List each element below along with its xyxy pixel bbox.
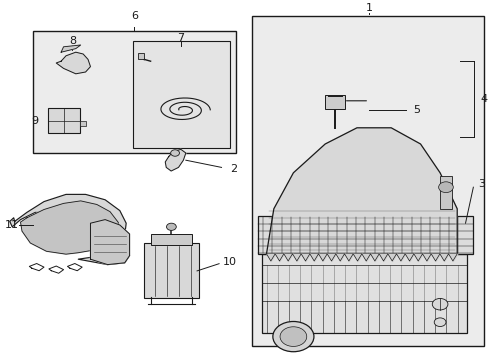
Bar [261,254,466,333]
Text: 8: 8 [69,36,76,46]
Bar [33,31,236,153]
Text: 9: 9 [32,116,39,126]
Polygon shape [61,45,81,52]
Text: 3: 3 [477,179,484,189]
Bar [48,108,80,133]
Polygon shape [20,201,118,254]
Polygon shape [266,128,456,254]
Text: 10: 10 [222,257,236,267]
Bar [133,41,229,148]
Bar [150,234,192,245]
FancyBboxPatch shape [324,95,345,109]
Text: 5: 5 [412,105,419,115]
Circle shape [438,182,452,193]
FancyBboxPatch shape [143,243,199,298]
Bar [251,16,483,346]
Bar [258,216,472,254]
Text: 7: 7 [177,33,184,43]
Circle shape [280,327,306,346]
Circle shape [433,318,445,327]
Bar [439,176,451,209]
Polygon shape [165,149,185,171]
Bar [80,121,85,126]
Circle shape [272,321,313,352]
Circle shape [431,298,447,310]
Text: 11: 11 [5,220,19,230]
Text: 1: 1 [365,3,372,13]
Polygon shape [56,52,90,74]
Polygon shape [90,220,129,265]
Text: 2: 2 [229,164,237,174]
Text: 6: 6 [131,11,138,21]
Circle shape [170,150,179,156]
Bar [138,53,143,59]
Circle shape [166,223,176,230]
Text: 4: 4 [479,94,487,104]
Polygon shape [10,194,129,265]
